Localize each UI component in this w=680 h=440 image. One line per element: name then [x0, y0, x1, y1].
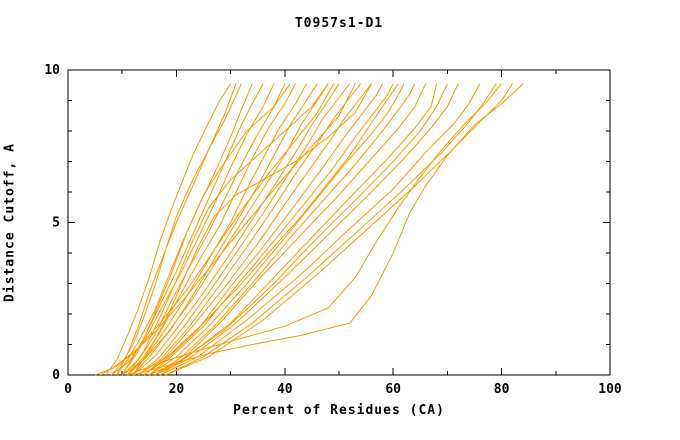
curve-14	[143, 83, 372, 376]
axis-ticks	[67, 69, 611, 376]
x-tick-label: 20	[169, 382, 185, 397]
curve-21	[149, 83, 448, 376]
x-tick-label: 60	[385, 382, 401, 397]
curve-19	[154, 83, 427, 376]
curve-25	[165, 83, 513, 376]
curve-30	[121, 83, 291, 376]
curve-16	[148, 83, 394, 376]
y-tick-label: 0	[52, 368, 60, 383]
tick-labels: 0 20 40 60 80 100 0 5 10	[44, 63, 622, 397]
curve-08	[127, 83, 307, 376]
curve-27	[127, 83, 502, 376]
curve-23	[159, 83, 481, 376]
curve-12	[138, 83, 351, 376]
curve-04	[121, 83, 264, 376]
curve-20	[159, 83, 438, 376]
chart-title: T0957s1-D1	[294, 16, 384, 31]
data-curves	[94, 83, 524, 376]
curve-32	[100, 83, 335, 376]
curve-06	[121, 83, 286, 376]
curve-09	[132, 83, 318, 376]
y-tick-label: 10	[44, 63, 60, 78]
curve-31	[116, 83, 242, 376]
curve-15	[143, 83, 383, 376]
x-tick-label: 0	[64, 382, 72, 397]
curve-01	[105, 83, 232, 376]
curve-29	[127, 83, 329, 376]
curve-26	[132, 83, 524, 376]
y-tick-label: 5	[52, 216, 60, 231]
curve-22	[154, 83, 459, 376]
x-tick-label: 100	[598, 382, 622, 397]
curve-11	[132, 83, 340, 376]
curve-24	[165, 83, 497, 376]
curve-05	[111, 83, 275, 376]
x-axis-label: Percent of Residues (CA)	[233, 403, 445, 418]
curve-13	[138, 83, 362, 376]
curve-10	[121, 83, 329, 376]
curve-28	[132, 83, 372, 376]
curve-33	[94, 83, 356, 376]
curve-34	[143, 83, 400, 376]
x-tick-label: 40	[277, 382, 293, 397]
x-tick-label: 80	[494, 382, 510, 397]
curve-17	[149, 83, 405, 376]
curve-18	[154, 83, 416, 376]
y-axis-label: Distance Cutoff, A	[2, 143, 18, 302]
curve-03	[116, 83, 253, 376]
